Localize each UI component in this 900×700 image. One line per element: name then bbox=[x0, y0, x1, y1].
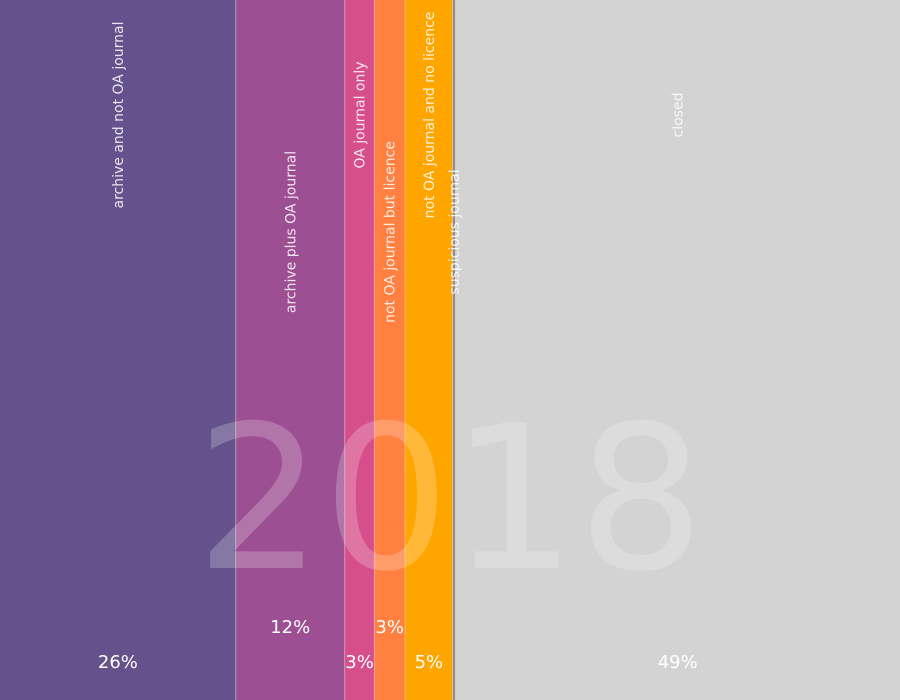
segment-percent-archive-plus-oa-journal: 12% bbox=[270, 617, 310, 638]
segment-name-suspicious-journal: suspicious journal bbox=[447, 169, 463, 294]
segment-percent-oa-journal-only: 3% bbox=[345, 652, 374, 673]
segment-percent-not-oa-journal-but-licence: 3% bbox=[375, 617, 404, 638]
segment-name-archive-plus-oa-journal: archive plus OA journal bbox=[283, 151, 299, 313]
bar-segment-oa-journal-only bbox=[344, 0, 375, 700]
segment-name-not-oa-journal-and-no-licence: not OA journal and no licence bbox=[422, 12, 438, 219]
segment-name-not-oa-journal-but-licence: not OA journal but licence bbox=[383, 141, 399, 323]
bar-segment-not-oa-journal-and-no-licence bbox=[405, 0, 453, 700]
segment-percent-closed: 49% bbox=[658, 652, 698, 673]
segment-name-oa-journal-only: OA journal only bbox=[353, 61, 369, 168]
segment-labels: archive and not OA journal 26% archive plu… bbox=[98, 12, 698, 673]
bar-segment-archive-and-not-oa-journal bbox=[0, 0, 236, 700]
bar-segment-closed bbox=[455, 0, 900, 700]
segment-name-archive-and-not-oa-journal: archive and not OA journal bbox=[111, 22, 127, 209]
segment-percent-not-oa-journal-and-no-licence: 5% bbox=[415, 652, 444, 673]
segment-name-closed: closed bbox=[671, 93, 687, 138]
bar-segment-suspicious-journal bbox=[452, 0, 456, 700]
segment-percent-archive-and-not-oa-journal: 26% bbox=[98, 652, 138, 673]
bar-segment-not-oa-journal-but-licence bbox=[374, 0, 405, 700]
bar-segment-archive-plus-oa-journal bbox=[235, 0, 345, 700]
year-watermark: 2018 bbox=[196, 383, 705, 616]
